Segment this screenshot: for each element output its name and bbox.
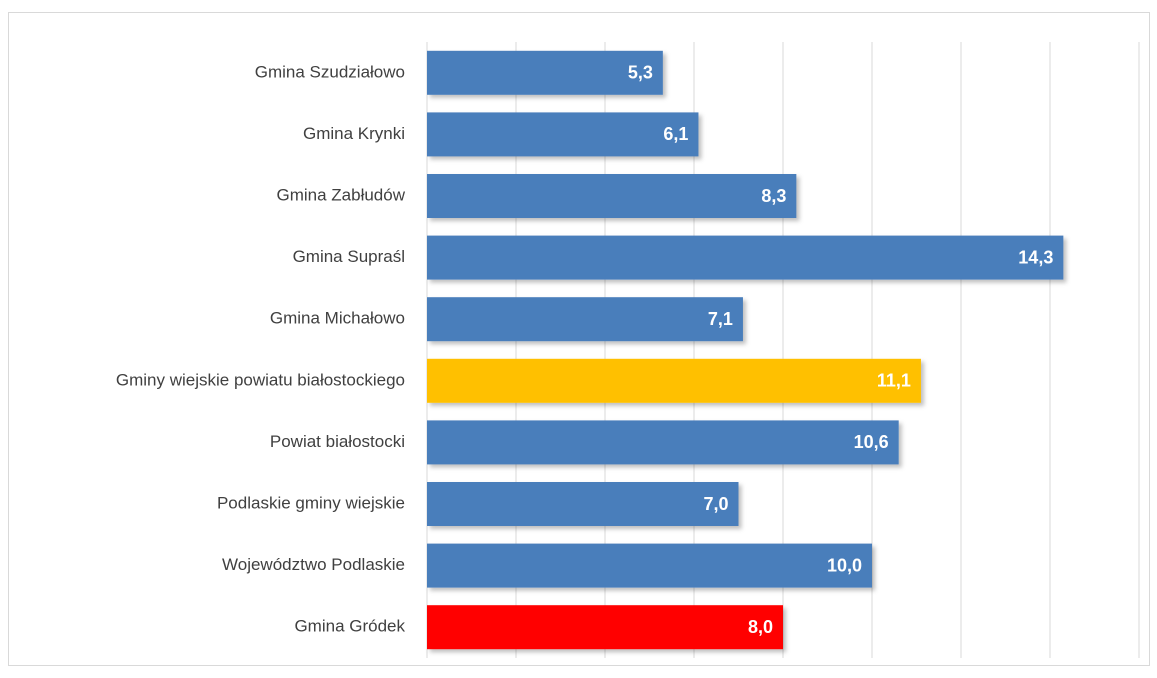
data-label: 8,3 (761, 186, 786, 206)
bar (427, 297, 743, 342)
bar (427, 420, 899, 465)
bar (427, 543, 872, 588)
y-tick-label: Województwo Podlaskie (222, 555, 405, 574)
bar (427, 605, 783, 650)
y-tick-label: Gmina Zabłudów (276, 185, 405, 204)
data-label: 11,1 (877, 371, 911, 391)
data-label: 7,1 (708, 309, 733, 329)
y-tick-label: Gmina Gródek (294, 617, 405, 636)
data-label: 5,3 (628, 63, 653, 83)
y-tick-label: Gmina Supraśl (293, 247, 405, 266)
data-label: 10,6 (854, 432, 889, 452)
data-label: 6,1 (663, 124, 688, 144)
bar (427, 482, 739, 526)
y-tick-label: Gmina Krynki (303, 124, 405, 143)
data-label: 8,0 (748, 617, 773, 637)
bar (427, 50, 663, 95)
y-tick-label: Podlaskie gminy wiejskie (217, 493, 405, 512)
y-tick-label: Powiat białostocki (270, 432, 405, 451)
bar (427, 174, 797, 218)
data-label: 14,3 (1018, 247, 1053, 267)
y-tick-label: Gmina Szudziałowo (255, 62, 405, 81)
bar (427, 235, 1064, 280)
bar (427, 358, 921, 403)
y-tick-label: Gmina Michałowo (270, 309, 405, 328)
bar (427, 112, 699, 157)
y-tick-label: Gminy wiejskie powiatu białostockiego (116, 370, 405, 389)
data-label: 10,0 (827, 555, 862, 575)
data-label: 7,0 (703, 494, 728, 514)
